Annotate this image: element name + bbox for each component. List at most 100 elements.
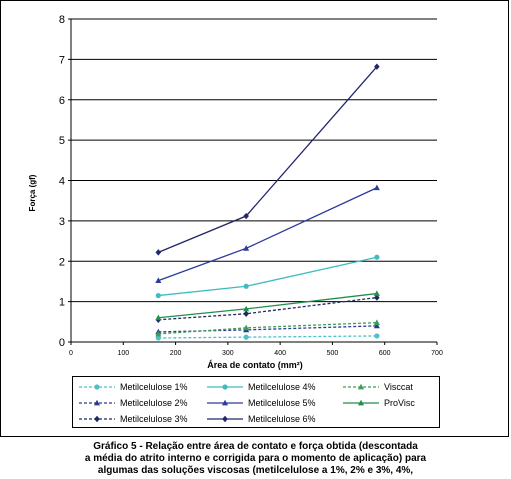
y-tick-label-7: 7 [59, 54, 65, 66]
data-point-0-1 [243, 334, 249, 340]
series-line-6 [158, 321, 377, 335]
data-point-4-2 [373, 184, 380, 191]
series-7 [155, 290, 380, 321]
x-axis-label: Área de contato (mm²) [207, 360, 303, 370]
legend-swatch-0 [79, 384, 115, 390]
legend-marker-5 [358, 399, 364, 406]
legend-marker-3 [94, 399, 100, 406]
data-point-3-0 [155, 292, 161, 299]
y-tick-label-6: 6 [59, 95, 65, 107]
data-point-1-2 [373, 322, 380, 329]
data-point-6-2 [373, 319, 380, 326]
legend-label-7: Metilcelulose 6% [248, 414, 316, 424]
x-tick-label-3: 300 [222, 350, 234, 357]
legend-marker-1 [222, 384, 228, 390]
series-line-2 [158, 296, 377, 321]
y-tick-label-0: 0 [59, 337, 65, 349]
y-tick-label-8: 8 [59, 14, 65, 26]
legend-item-5: ProVisc [341, 396, 415, 410]
legend-swatch-2 [343, 383, 379, 390]
legend-item-6: Metilcelulose 3% [77, 412, 188, 426]
data-point-7-0 [155, 314, 162, 321]
data-point-6-1 [243, 324, 250, 331]
legend-label-5: ProVisc [384, 398, 415, 408]
series-5 [155, 63, 380, 256]
legend-label-6: Metilcelulose 3% [120, 414, 188, 424]
y-tick-labels: 0 1 2 3 4 5 6 7 8 [59, 14, 65, 349]
x-tick-label-5: 500 [327, 350, 339, 357]
legend-marker-6 [94, 415, 100, 423]
gridlines [71, 18, 437, 303]
series-group [155, 63, 380, 341]
legend-marker-4 [222, 399, 228, 406]
data-point-7-2 [373, 290, 380, 296]
figure-caption: Gráfico 5 - Relação entre área de contat… [0, 441, 511, 477]
legend-swatch-6 [79, 415, 115, 423]
series-2 [155, 294, 380, 323]
x-tick-labels: 0 100 200 300 400 500 600 700 [69, 350, 443, 357]
series-line-3 [158, 256, 378, 297]
y-tick-label-5: 5 [59, 135, 65, 147]
data-point-5-1 [243, 212, 249, 220]
legend-item-7: Metilcelulose 6% [205, 412, 316, 426]
caption-line-1: Gráfico 5 - Relação entre área de contat… [93, 441, 418, 452]
legend-item-1: Metilcelulose 4% [205, 380, 316, 394]
data-point-0-2 [374, 333, 380, 339]
legend-item-4: Metilcelulose 5% [205, 396, 316, 410]
series-0 [155, 333, 380, 341]
legend-label-2: Visccat [384, 382, 413, 392]
data-point-3-1 [243, 283, 249, 289]
data-point-4-1 [243, 245, 250, 251]
legend-swatch-1 [207, 384, 243, 390]
legend-item-0: Metilcelulose 1% [77, 380, 188, 394]
legend-label-4: Metilcelulose 5% [248, 398, 316, 408]
legend-swatch-4 [207, 399, 243, 406]
legend-marker-7 [222, 415, 228, 423]
x-tick-label-4: 400 [274, 350, 286, 357]
caption-line-3: algumas das soluções viscosas (metilcelu… [97, 465, 414, 476]
y-tick-label-2: 2 [59, 256, 65, 268]
legend-swatch-3 [79, 399, 115, 406]
data-point-6-0 [155, 330, 162, 337]
data-point-2-2 [374, 294, 380, 301]
legend-marker-2 [358, 383, 364, 390]
legend-swatch-7 [207, 415, 243, 423]
x-tick-label-6: 600 [379, 350, 391, 357]
legend: Metilcelulose 1% Metilcelulose 4% Visccat M… [72, 376, 440, 428]
x-tick-label-7: 700 [431, 350, 443, 357]
series-line-5 [158, 66, 378, 253]
y-tick-label-4: 4 [59, 176, 65, 188]
data-point-5-0 [155, 249, 162, 256]
y-tick-label-1: 1 [59, 297, 65, 309]
data-point-4-0 [155, 277, 162, 284]
legend-label-1: Metilcelulose 4% [248, 382, 316, 392]
y-axis-label: Força (gf) [28, 174, 37, 211]
data-point-2-1 [243, 310, 249, 317]
series-line-0 [158, 335, 377, 339]
series-1 [155, 322, 380, 335]
series-line-1 [158, 325, 377, 333]
series-line-7 [158, 292, 377, 319]
legend-item-2: Visccat [341, 380, 413, 394]
figure-frame [0, 0, 509, 437]
x-tick-label-2: 200 [170, 350, 182, 357]
legend-swatch-5 [343, 399, 379, 406]
x-tick-label-1: 100 [117, 350, 129, 357]
legend-item-3: Metilcelulose 2% [77, 396, 188, 410]
data-point-7-1 [243, 305, 250, 312]
data-point-3-2 [374, 254, 380, 260]
series-4 [155, 184, 380, 284]
y-tick-label-3: 3 [59, 216, 65, 228]
data-point-0-0 [155, 335, 161, 341]
series-line-4 [158, 187, 378, 282]
data-point-5-2 [374, 63, 380, 70]
legend-label-3: Metilcelulose 2% [120, 398, 188, 408]
legend-label-0: Metilcelulose 1% [120, 382, 188, 392]
legend-marker-0 [94, 384, 100, 390]
series-3 [155, 254, 380, 299]
caption-line-2: a média do atrito interno e corrigida pa… [84, 453, 427, 464]
line-chart: 0 1 2 3 4 5 6 7 8 0 100 200 300 400 500 600 700 Área de… [28, 14, 443, 370]
x-tick-label-0: 0 [69, 350, 73, 357]
axes [68, 18, 438, 345]
series-6 [155, 319, 380, 337]
